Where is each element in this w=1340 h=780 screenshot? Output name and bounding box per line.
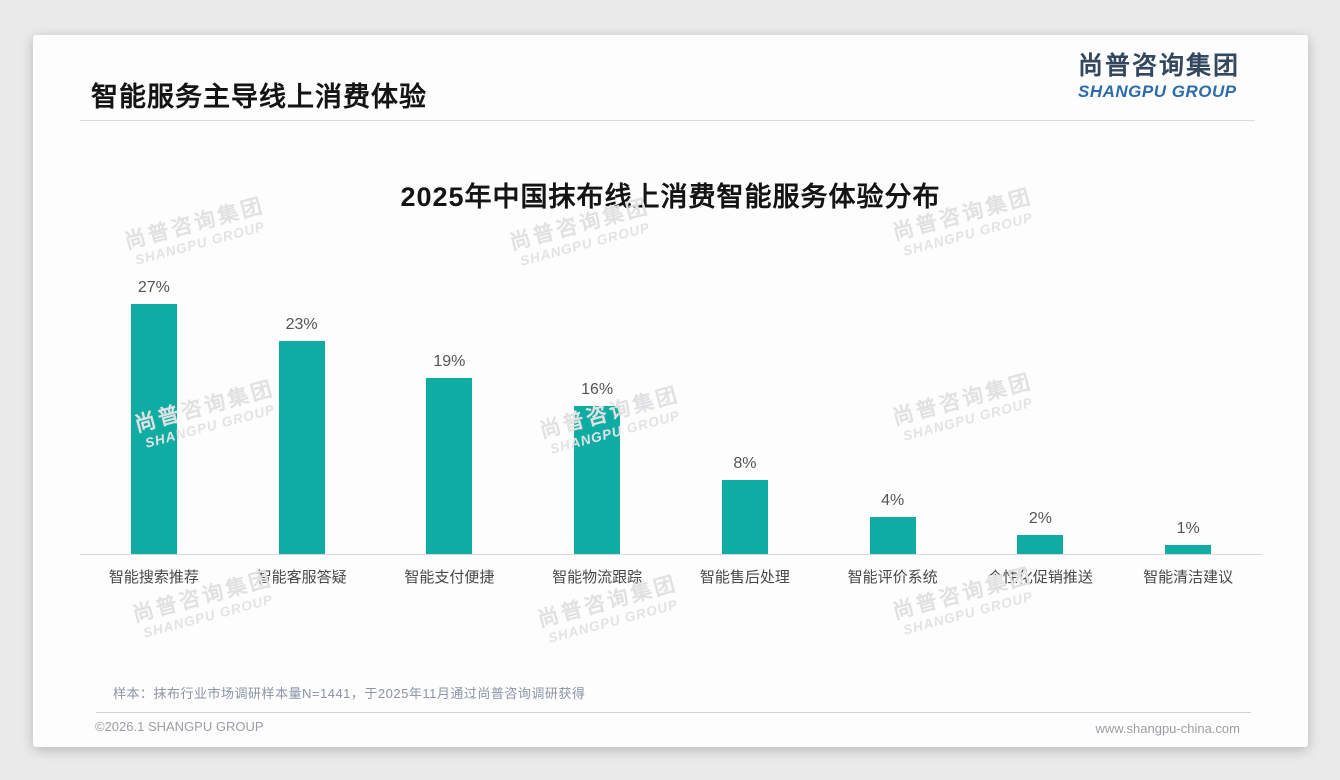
watermark-english-text: SHANGPU GROUP bbox=[901, 588, 1035, 638]
bar-group: 27% bbox=[80, 279, 228, 554]
watermark-english-text: SHANGPU GROUP bbox=[518, 219, 652, 269]
bar bbox=[574, 405, 621, 554]
bar-category-label: 智能支付便捷 bbox=[404, 569, 495, 586]
bar-value-label: 2% bbox=[1028, 510, 1052, 528]
watermark-english-text: SHANGPU GROUP bbox=[133, 218, 267, 268]
bar bbox=[869, 516, 916, 554]
bar-value-label: 1% bbox=[1176, 519, 1200, 537]
bar-category-label: 智能售后处理 bbox=[699, 569, 790, 586]
sample-note: 样本：抹布行业市场调研样本量N=1441，于2025年11月通过尚普咨询调研获得 bbox=[113, 686, 586, 701]
footer-divider bbox=[96, 712, 1251, 713]
bar-category-label: 个性化促销推送 bbox=[987, 569, 1093, 586]
header-divider bbox=[80, 120, 1255, 121]
bar-group: 8% bbox=[671, 455, 819, 554]
bar-group: 19% bbox=[376, 353, 524, 554]
bar-value-label: 19% bbox=[433, 353, 466, 371]
chart-title: 2025年中国抹布线上消费智能服务体验分布 bbox=[400, 182, 941, 212]
company-logo: 尚普咨询集团 SHANGPU GROUP bbox=[1077, 52, 1240, 101]
report-card: 智能服务主导线上消费体验 尚普咨询集团 SHANGPU GROUP 2025年中… bbox=[33, 35, 1308, 747]
bar-value-label: 23% bbox=[285, 316, 318, 334]
bar bbox=[1165, 544, 1212, 554]
bar-group: 1% bbox=[1114, 520, 1262, 554]
footer-website: www.shangpu-china.com bbox=[1095, 721, 1240, 736]
bar-value-label: 4% bbox=[881, 491, 905, 509]
bar bbox=[130, 304, 177, 554]
bar bbox=[278, 341, 325, 554]
page-title: 智能服务主导线上消费体验 bbox=[91, 82, 427, 112]
watermark-english-text: SHANGPU GROUP bbox=[141, 591, 275, 641]
watermark-english-text: SHANGPU GROUP bbox=[546, 596, 680, 646]
bar-group: 16% bbox=[523, 381, 671, 554]
bar bbox=[1017, 535, 1064, 554]
x-axis-line bbox=[80, 554, 1262, 555]
logo-chinese-text: 尚普咨询集团 bbox=[1077, 52, 1240, 80]
bar-category-label: 智能搜索推荐 bbox=[108, 569, 199, 586]
bar-value-label: 8% bbox=[733, 454, 757, 472]
bar-category-label: 智能评价系统 bbox=[847, 569, 938, 586]
bar-group: 4% bbox=[819, 492, 967, 554]
bar-value-label: 16% bbox=[581, 380, 614, 398]
bar-category-label: 智能清洁建议 bbox=[1143, 569, 1234, 586]
x-axis-category-labels: 智能搜索推荐 智能客服答疑 智能支付便捷 智能物流跟踪 智能售后处理 智能评价系统 个性化促… bbox=[80, 566, 1262, 587]
bar bbox=[721, 479, 768, 554]
bar-chart-plot-area: 27% 23% 19% 16% 8% 4% 2% 1% bbox=[80, 279, 1262, 554]
bar bbox=[426, 378, 473, 554]
bar-group: 2% bbox=[967, 510, 1115, 554]
watermark-english-text: SHANGPU GROUP bbox=[901, 209, 1035, 259]
bar-group: 23% bbox=[228, 316, 376, 554]
bar-value-label: 27% bbox=[137, 279, 170, 296]
logo-english-text: SHANGPU GROUP bbox=[1077, 81, 1237, 101]
bar-category-label: 智能物流跟踪 bbox=[552, 569, 643, 586]
bar-category-label: 智能客服答疑 bbox=[256, 569, 347, 586]
footer-copyright: ©2026.1 SHANGPU GROUP bbox=[95, 719, 264, 734]
